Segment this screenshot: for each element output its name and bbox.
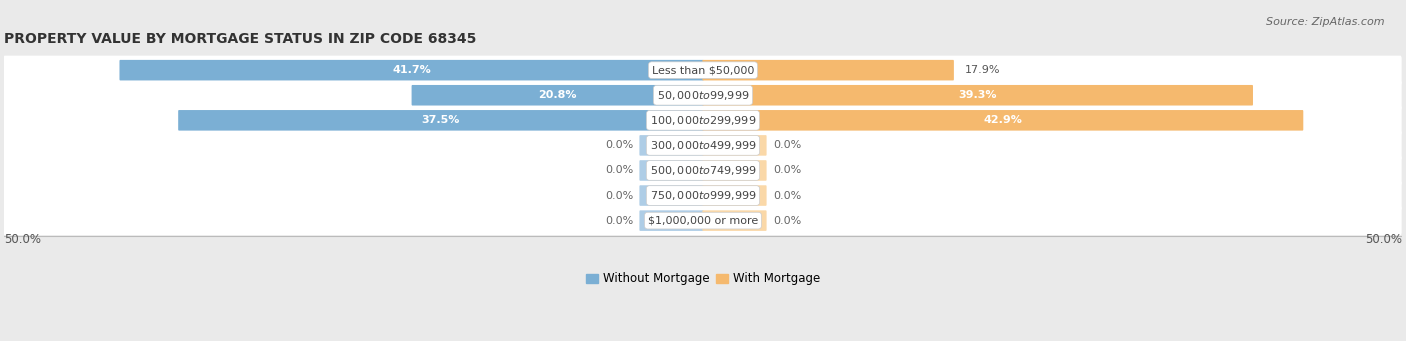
- FancyBboxPatch shape: [703, 60, 953, 80]
- Text: $500,000 to $749,999: $500,000 to $749,999: [650, 164, 756, 177]
- Text: $50,000 to $99,999: $50,000 to $99,999: [657, 89, 749, 102]
- Text: 0.0%: 0.0%: [773, 191, 801, 201]
- Text: 0.0%: 0.0%: [773, 165, 801, 176]
- FancyBboxPatch shape: [703, 110, 1303, 131]
- Text: 50.0%: 50.0%: [4, 233, 41, 246]
- FancyBboxPatch shape: [640, 185, 703, 206]
- FancyBboxPatch shape: [703, 85, 1253, 105]
- Text: 17.9%: 17.9%: [965, 65, 1000, 75]
- FancyBboxPatch shape: [4, 132, 1403, 159]
- Legend: Without Mortgage, With Mortgage: Without Mortgage, With Mortgage: [581, 268, 825, 290]
- Text: 42.9%: 42.9%: [983, 115, 1022, 125]
- FancyBboxPatch shape: [703, 160, 766, 181]
- FancyBboxPatch shape: [640, 210, 703, 231]
- FancyBboxPatch shape: [3, 106, 1402, 135]
- FancyBboxPatch shape: [3, 181, 1402, 210]
- FancyBboxPatch shape: [4, 207, 1403, 234]
- Text: 50.0%: 50.0%: [1365, 233, 1402, 246]
- FancyBboxPatch shape: [4, 182, 1403, 209]
- Text: 41.7%: 41.7%: [392, 65, 432, 75]
- Text: $100,000 to $299,999: $100,000 to $299,999: [650, 114, 756, 127]
- Text: 0.0%: 0.0%: [605, 140, 633, 150]
- Text: $300,000 to $499,999: $300,000 to $499,999: [650, 139, 756, 152]
- FancyBboxPatch shape: [4, 157, 1403, 184]
- Text: 0.0%: 0.0%: [605, 191, 633, 201]
- FancyBboxPatch shape: [3, 56, 1402, 85]
- FancyBboxPatch shape: [4, 107, 1403, 134]
- FancyBboxPatch shape: [3, 81, 1402, 110]
- Text: 0.0%: 0.0%: [773, 140, 801, 150]
- FancyBboxPatch shape: [120, 60, 703, 80]
- Text: Source: ZipAtlas.com: Source: ZipAtlas.com: [1267, 17, 1385, 27]
- Text: 0.0%: 0.0%: [605, 216, 633, 226]
- FancyBboxPatch shape: [179, 110, 703, 131]
- Text: PROPERTY VALUE BY MORTGAGE STATUS IN ZIP CODE 68345: PROPERTY VALUE BY MORTGAGE STATUS IN ZIP…: [4, 32, 477, 46]
- FancyBboxPatch shape: [4, 82, 1403, 109]
- Text: 20.8%: 20.8%: [538, 90, 576, 100]
- Text: $750,000 to $999,999: $750,000 to $999,999: [650, 189, 756, 202]
- FancyBboxPatch shape: [640, 160, 703, 181]
- FancyBboxPatch shape: [640, 135, 703, 156]
- FancyBboxPatch shape: [3, 131, 1402, 160]
- Text: 37.5%: 37.5%: [422, 115, 460, 125]
- FancyBboxPatch shape: [703, 135, 766, 156]
- FancyBboxPatch shape: [3, 206, 1402, 235]
- FancyBboxPatch shape: [412, 85, 703, 105]
- Text: 0.0%: 0.0%: [605, 165, 633, 176]
- Text: $1,000,000 or more: $1,000,000 or more: [648, 216, 758, 226]
- FancyBboxPatch shape: [4, 57, 1403, 84]
- Text: 39.3%: 39.3%: [959, 90, 997, 100]
- FancyBboxPatch shape: [3, 156, 1402, 185]
- Text: Less than $50,000: Less than $50,000: [652, 65, 754, 75]
- Text: 0.0%: 0.0%: [773, 216, 801, 226]
- FancyBboxPatch shape: [703, 185, 766, 206]
- FancyBboxPatch shape: [703, 210, 766, 231]
